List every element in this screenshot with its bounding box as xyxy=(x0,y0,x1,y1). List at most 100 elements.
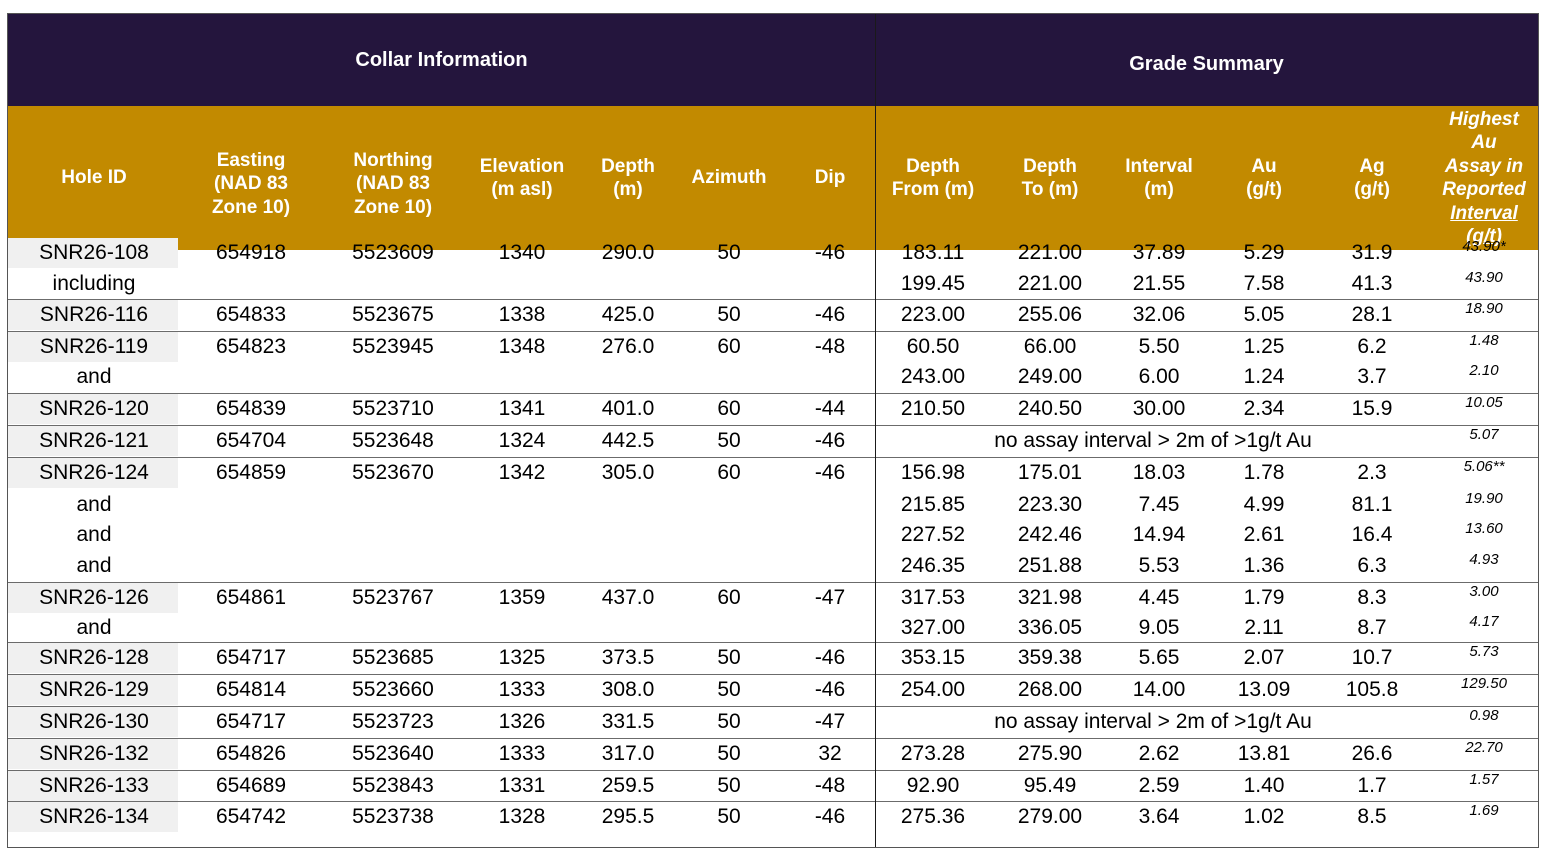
cell-northing: 5523710 xyxy=(352,397,434,420)
cell-to: 268.00 xyxy=(1017,678,1083,701)
cell-au: 2.61 xyxy=(1243,523,1285,546)
column-header-id: Hole ID xyxy=(9,106,179,250)
cell-int: 5.53 xyxy=(1138,554,1180,577)
cell-ag: 16.4 xyxy=(1351,523,1393,546)
cell-easting: 654823 xyxy=(215,335,287,358)
cell-au: 1.36 xyxy=(1243,554,1285,577)
cell-dip: -46 xyxy=(814,241,846,264)
table-row: and 327.00 336.05 9.05 2.11 8.7 4.17 xyxy=(8,613,1538,644)
column-header-line: Ag xyxy=(1359,155,1385,177)
column-header-line: (NAD 83 xyxy=(214,173,288,195)
cell-ag: 26.6 xyxy=(1351,742,1393,765)
cell-int: 32.06 xyxy=(1132,303,1186,326)
cell-from: 199.45 xyxy=(900,272,966,295)
cell-int: 5.50 xyxy=(1138,335,1180,358)
cell-to: 66.00 xyxy=(1023,335,1077,358)
column-header-northing: Northing (NAD 83 Zone 10) xyxy=(328,106,458,250)
row-separator xyxy=(8,738,1538,739)
cell-au: 5.05 xyxy=(1243,303,1285,326)
cell-id: SNR26-133 xyxy=(39,774,149,797)
cell-northing: 5523675 xyxy=(352,303,434,326)
column-header-easting: Easting (NAD 83 Zone 10) xyxy=(191,106,311,250)
cell-easting: 654689 xyxy=(215,774,287,797)
section-divider xyxy=(875,14,876,847)
cell-hi: 4.17 xyxy=(1469,613,1499,630)
cell-northing: 5523738 xyxy=(352,805,434,828)
row-separator xyxy=(8,457,1538,458)
table-row: SNR26-120 654839 5523710 1341 401.0 60 -44 210.… xyxy=(8,394,1538,425)
column-header-line: Interval xyxy=(1125,155,1193,177)
cell-dip: -48 xyxy=(814,774,846,797)
table-row: and 246.35 251.88 5.53 1.36 6.3 4.93 xyxy=(8,551,1538,582)
cell-ag: 8.3 xyxy=(1357,586,1387,609)
cell-from: 60.50 xyxy=(906,335,960,358)
column-header-line: Elevation xyxy=(479,155,565,177)
cell-northing: 5523767 xyxy=(352,586,434,609)
cell-from: 210.50 xyxy=(900,397,966,420)
cell-int: 37.89 xyxy=(1132,241,1186,264)
drill-results-table: Collar Information Grade Summary Hole ID… xyxy=(7,13,1539,848)
column-header-line: (NAD 83 xyxy=(356,173,430,195)
cell-hi: 19.90 xyxy=(1465,490,1503,507)
cell-id: including xyxy=(52,272,136,295)
cell-hi: 10.05 xyxy=(1465,394,1503,411)
row-separator xyxy=(8,299,1538,300)
cell-id: SNR26-120 xyxy=(39,397,149,420)
cell-au: 2.34 xyxy=(1243,397,1285,420)
cell-ag: 31.9 xyxy=(1351,241,1393,264)
cell-id: SNR26-128 xyxy=(39,646,149,669)
table-row: SNR26-121 654704 5523648 1324 442.5 50 -46 5.07… xyxy=(8,426,1538,457)
cell-elev: 1348 xyxy=(498,335,546,358)
cell-int: 4.45 xyxy=(1138,586,1180,609)
column-header-az: Azimuth xyxy=(679,106,779,250)
cell-id: SNR26-129 xyxy=(39,678,149,701)
cell-hi: 5.07 xyxy=(1469,426,1499,443)
cell-northing: 5523723 xyxy=(352,710,434,733)
cell-hi: 43.90 xyxy=(1465,269,1503,286)
column-header-line: From (m) xyxy=(891,179,975,200)
cell-elev: 1359 xyxy=(498,586,546,609)
cell-depth: 442.5 xyxy=(601,429,655,452)
cell-az: 50 xyxy=(717,241,741,264)
cell-easting: 654826 xyxy=(215,742,287,765)
column-header-elev: Elevation (m asl) xyxy=(467,106,577,250)
cell-hi: 1.48 xyxy=(1469,332,1499,349)
hole-id-shading xyxy=(8,643,178,673)
cell-easting: 654742 xyxy=(215,805,287,828)
cell-hi: 13.60 xyxy=(1465,520,1503,537)
cell-au: 13.81 xyxy=(1237,742,1291,765)
cell-elev: 1328 xyxy=(498,805,546,828)
hole-id-shading xyxy=(8,583,178,613)
table-row: SNR26-124 654859 5523670 1342 305.0 60 -46 156.… xyxy=(8,458,1538,489)
cell-id: SNR26-132 xyxy=(39,742,149,765)
cell-depth: 425.0 xyxy=(601,303,655,326)
cell-elev: 1342 xyxy=(498,461,546,484)
cell-depth: 295.5 xyxy=(601,805,655,828)
cell-to: 255.06 xyxy=(1017,303,1083,326)
cell-from: 92.90 xyxy=(906,774,960,797)
cell-elev: 1338 xyxy=(498,303,546,326)
column-header-line: Au xyxy=(1251,155,1277,177)
cell-elev: 1333 xyxy=(498,742,546,765)
cell-az: 50 xyxy=(717,710,741,733)
cell-dip: -47 xyxy=(814,710,846,733)
column-header-line: Easting xyxy=(216,149,286,171)
cell-id: SNR26-119 xyxy=(39,335,149,358)
cell-ag: 2.3 xyxy=(1357,461,1387,484)
cell-au: 5.29 xyxy=(1243,241,1285,264)
cell-dip: -46 xyxy=(814,646,846,669)
cell-ag: 3.7 xyxy=(1357,365,1387,388)
table-row: SNR26-132 654826 5523640 1333 317.0 50 32 273.2… xyxy=(8,739,1538,770)
table-row: and 243.00 249.00 6.00 1.24 3.7 2.10 xyxy=(8,362,1538,393)
cell-id: SNR26-121 xyxy=(39,429,149,452)
column-header-line: Dip xyxy=(814,167,846,189)
hole-id-shading xyxy=(8,426,178,456)
hole-id-shading xyxy=(8,332,178,362)
column-header-line: Hole ID xyxy=(61,167,127,189)
cell-dip: -46 xyxy=(814,303,846,326)
cell-hi: 1.57 xyxy=(1469,771,1499,788)
cell-to: 251.88 xyxy=(1017,554,1083,577)
cell-ag: 81.1 xyxy=(1351,493,1393,516)
column-header-line: Zone 10) xyxy=(211,196,291,218)
cell-depth: 308.0 xyxy=(601,678,655,701)
